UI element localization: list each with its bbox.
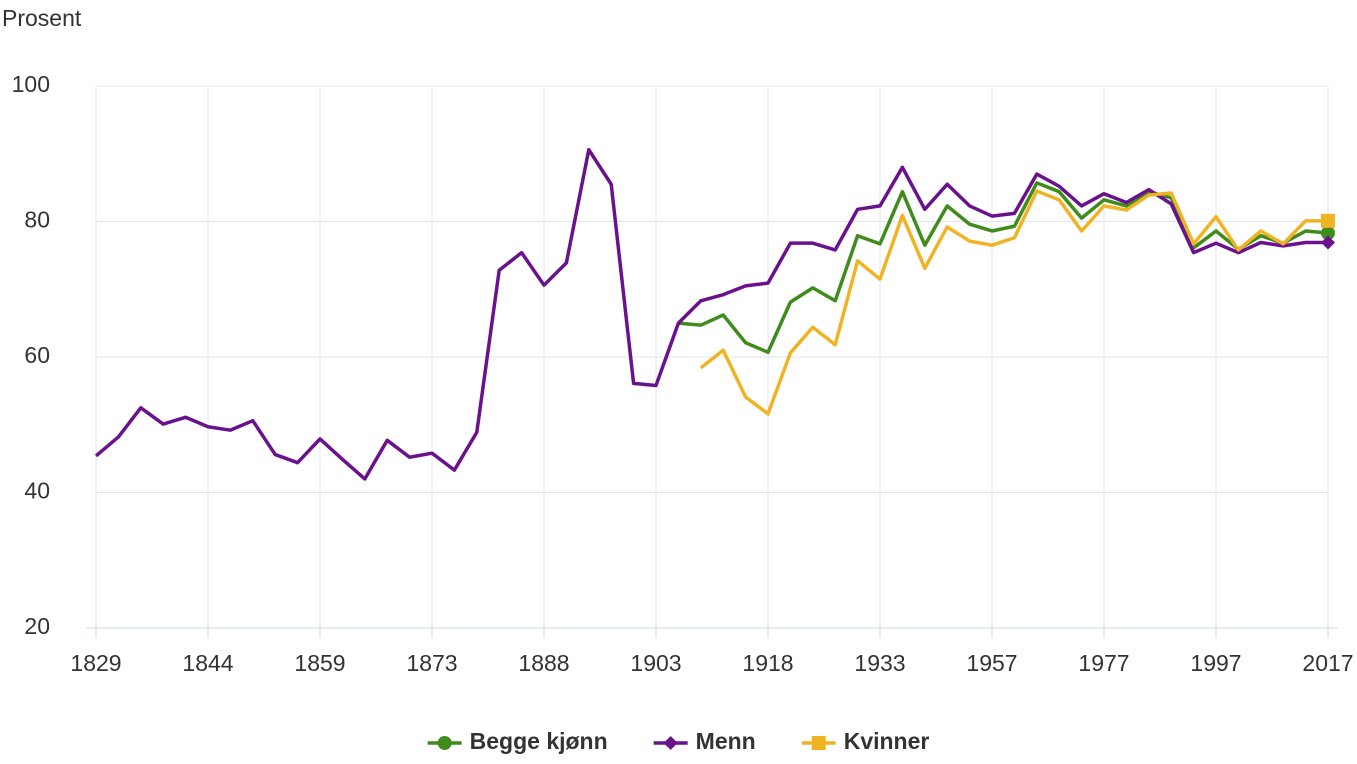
x-tick-label: 1859 <box>294 650 345 676</box>
x-tick-label: 1829 <box>70 650 121 676</box>
y-tick-label: 100 <box>12 71 50 97</box>
marker <box>663 736 678 750</box>
marker <box>437 736 452 750</box>
legend: Begge kjønn Menn Kvinner <box>427 728 930 754</box>
x-tick-label: 1957 <box>966 650 1017 676</box>
y-tick-label: 80 <box>24 207 50 233</box>
legend-text: Begge kjønn <box>470 728 608 754</box>
x-tick-label: 1997 <box>1190 650 1241 676</box>
marker <box>1321 226 1335 241</box>
x-tick-label: 1933 <box>854 650 905 676</box>
marker <box>811 736 826 750</box>
legend-text: Menn <box>696 728 756 754</box>
legend-text: Kvinner <box>844 728 930 754</box>
series-line <box>699 189 1328 416</box>
y-tick-label: 20 <box>24 613 50 639</box>
series-line <box>94 147 1328 481</box>
y-axis-label: Prosent <box>2 5 82 31</box>
marker <box>1321 235 1335 250</box>
x-tick-label: 1873 <box>406 650 457 676</box>
x-tick-label: 1888 <box>518 650 569 676</box>
series-line <box>678 181 1329 355</box>
x-tick-label: 1918 <box>742 650 793 676</box>
x-tick-label: 1903 <box>630 650 681 676</box>
x-tick-label: 1844 <box>182 650 233 676</box>
marker <box>1321 213 1335 228</box>
x-tick-label: 1977 <box>1078 650 1129 676</box>
y-tick-label: 40 <box>24 478 50 504</box>
x-tick-label: 2017 <box>1302 650 1353 676</box>
y-tick-label: 60 <box>24 342 50 368</box>
